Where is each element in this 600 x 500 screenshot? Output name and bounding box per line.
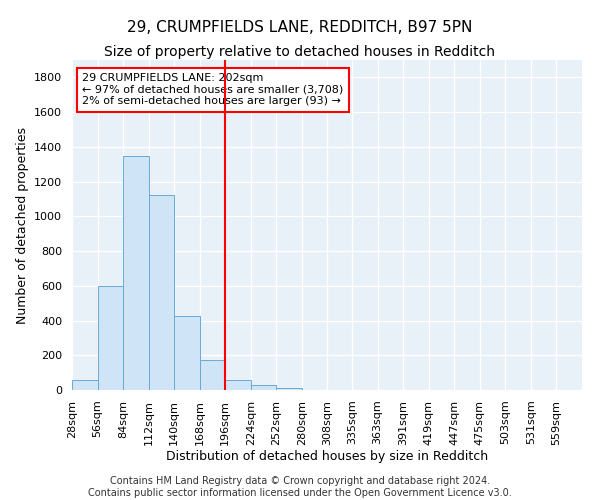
Text: Size of property relative to detached houses in Redditch: Size of property relative to detached ho… <box>104 45 496 59</box>
Y-axis label: Number of detached properties: Number of detached properties <box>16 126 29 324</box>
Bar <box>251 385 277 390</box>
Text: 29, CRUMPFIELDS LANE, REDDITCH, B97 5PN: 29, CRUMPFIELDS LANE, REDDITCH, B97 5PN <box>127 20 473 35</box>
Bar <box>72 380 98 390</box>
Bar <box>225 380 251 390</box>
Bar <box>200 360 225 390</box>
Bar <box>174 316 200 390</box>
Text: Contains HM Land Registry data © Crown copyright and database right 2024.
Contai: Contains HM Land Registry data © Crown c… <box>88 476 512 498</box>
Bar <box>123 156 149 390</box>
X-axis label: Distribution of detached houses by size in Redditch: Distribution of detached houses by size … <box>166 450 488 464</box>
Bar <box>277 388 302 390</box>
Text: 29 CRUMPFIELDS LANE: 202sqm
← 97% of detached houses are smaller (3,708)
2% of s: 29 CRUMPFIELDS LANE: 202sqm ← 97% of det… <box>82 73 343 106</box>
Bar <box>149 196 174 390</box>
Bar <box>98 286 123 390</box>
